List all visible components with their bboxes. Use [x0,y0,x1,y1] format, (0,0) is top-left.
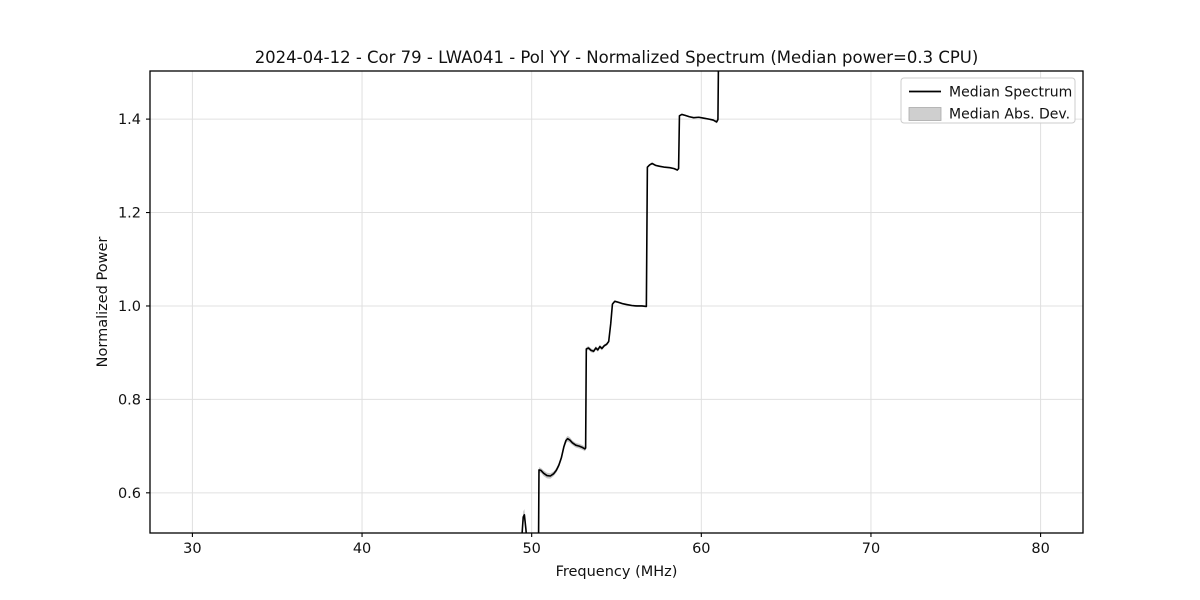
y-tick-label: 1.0 [118,299,141,315]
legend: Median Spectrum Median Abs. Dev. [900,77,1076,124]
x-tick-label: 50 [522,541,540,557]
y-tick-label: 1.4 [118,112,141,128]
x-tick-label: 70 [862,541,880,557]
median-abs-dev-band [521,71,719,533]
x-tick-label: 30 [183,541,201,557]
axes-border [149,70,1084,534]
legend-entry-label: Median Spectrum [949,85,1072,101]
y-tick-label: 0.6 [118,486,141,502]
x-tick-label: 60 [692,541,710,557]
y-axis-ticks: 0.6 0.8 1.0 1.2 1.4 [118,112,150,502]
chart-title: 2024-04-12 - Cor 79 - LWA041 - Pol YY - … [255,48,979,67]
y-tick-label: 1.2 [118,206,141,222]
legend-box [900,77,1076,124]
median-spectrum-line [521,71,720,533]
grid-lines [150,71,1083,533]
x-axis-label: Frequency (MHz) [556,564,678,580]
x-tick-label: 40 [353,541,371,557]
x-axis-ticks: 30 40 50 60 70 80 [183,533,1050,557]
x-tick-label: 80 [1031,541,1049,557]
y-axis-label: Normalized Power [95,237,111,368]
legend-entry-label: Median Abs. Dev. [949,107,1070,123]
y-tick-label: 0.8 [118,392,141,408]
legend-patch-swatch [908,107,942,121]
